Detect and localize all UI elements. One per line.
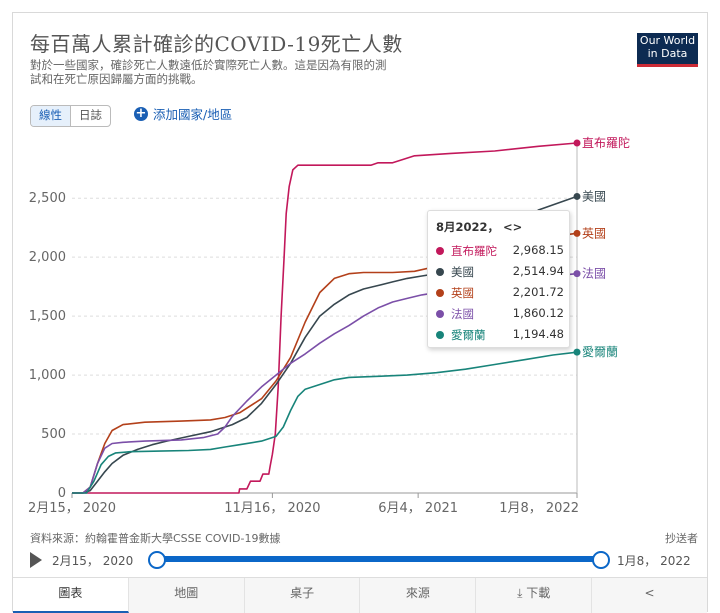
play-icon[interactable] — [30, 552, 42, 568]
tooltip-row: 美國 2,514.94 — [436, 264, 564, 280]
tooltip-dot — [436, 289, 444, 297]
x-tick-label: 1月8， 2022 — [499, 501, 579, 516]
owid-logo[interactable]: Our World in Data — [637, 33, 698, 67]
tooltip-dot — [436, 310, 444, 318]
x-tick-label: 2月15， 2020 — [28, 501, 116, 516]
tooltip-date: 8月2022， <> — [436, 220, 523, 234]
tab-table[interactable]: 桌子 — [244, 578, 361, 613]
tooltip-dot — [436, 331, 444, 339]
series-line — [72, 142, 578, 494]
line-chart: 0 500 1,000 1,500 2,000 2,500 2月15， 2020 11月16，… — [28, 135, 630, 516]
series-end-label: 法國 — [582, 267, 606, 281]
tooltip-value: 2,201.72 — [512, 285, 564, 299]
plus-icon: + — [134, 105, 148, 121]
log-scale-button[interactable]: 日誌 — [79, 108, 102, 122]
scale-toggle: 線性 日誌 — [30, 105, 111, 127]
tooltip-row: 英國 2,201.72 — [436, 285, 564, 301]
series-line — [72, 195, 578, 494]
tooltip-dot — [436, 268, 444, 276]
series-line — [72, 351, 578, 494]
series-end-point — [573, 348, 581, 356]
series-end-label: 直布羅陀 — [582, 135, 630, 150]
add-country-button[interactable]: + 添加國家/地區 — [134, 104, 232, 123]
series-line — [72, 272, 578, 494]
tooltip-dot — [436, 247, 444, 255]
series-end-point — [573, 229, 581, 237]
tab-download[interactable]: ⤓ 下載 — [476, 578, 593, 613]
tab-bar: 圖表 地圖 桌子 來源 ⤓ 下載 < — [13, 577, 707, 613]
tooltip-row: 直布羅陀 2,968.15 — [436, 243, 564, 259]
tooltip-name: 美國 — [451, 265, 474, 279]
download-icon: ⤓ — [517, 586, 527, 600]
x-tick-label: 11月16， 2020 — [224, 501, 320, 516]
y-tick-label: 2,000 — [29, 250, 66, 265]
series-end-point — [573, 270, 581, 278]
hover-tooltip: 8月2022， <> 直布羅陀 2,968.15 美國 2,514.94 英國 … — [427, 210, 570, 348]
timeline-start-handle[interactable] — [148, 551, 166, 569]
x-tick-label: 6月4， 2021 — [378, 501, 458, 516]
tab-chart[interactable]: 圖表 — [13, 578, 129, 613]
tooltip-value: 1,860.12 — [512, 306, 564, 320]
tab-sources[interactable]: 來源 — [360, 578, 477, 613]
add-country-label: 添加國家/地區 — [153, 107, 233, 122]
y-tick-label: 500 — [41, 427, 66, 442]
timeline-end-label: 1月8， 2022 — [617, 554, 691, 568]
tooltip-row: 愛爾蘭 1,194.48 — [436, 327, 564, 343]
timeline-track[interactable] — [157, 556, 601, 562]
logo-line-2: in Data — [647, 46, 688, 60]
y-tick-label: 2,500 — [29, 191, 66, 206]
series-end-point — [573, 139, 581, 147]
tooltip-name: 愛爾蘭 — [451, 328, 486, 342]
y-tick-label: 1,000 — [29, 368, 66, 383]
tooltip-value: 1,194.48 — [512, 327, 564, 341]
tab-download-label: 下載 — [526, 586, 551, 600]
linear-scale-button[interactable]: 線性 — [31, 106, 71, 126]
tooltip-row: 法國 1,860.12 — [436, 306, 564, 322]
y-tick-label: 1,500 — [29, 309, 66, 324]
chart-frame — [12, 12, 708, 612]
timeline-start-label: 2月15， 2020 — [52, 554, 134, 568]
share-icon: < — [644, 586, 655, 600]
series-end-point — [573, 192, 581, 200]
tooltip-name: 直布羅陀 — [451, 244, 497, 258]
source-note: 資料來源：約翰霍普金斯大學CSSE COVID-19數據 — [30, 532, 281, 545]
timeline-end-handle[interactable] — [592, 551, 610, 569]
tab-share[interactable]: < — [592, 578, 707, 613]
series-end-label: 英國 — [582, 226, 606, 240]
tab-map[interactable]: 地圖 — [128, 578, 245, 613]
chart-title: 每百萬人累計確診的COVID-19死亡人數 — [30, 32, 403, 56]
logo-line-1: Our World — [639, 34, 696, 47]
chart-subtitle: 對於一些國家，確診死亡人數遠低於實際死亡人數。這是因為有限的測試和在死亡原因歸屬… — [30, 58, 387, 86]
series-end-label: 美國 — [582, 189, 606, 203]
y-tick-label: 0 — [58, 486, 66, 501]
tooltip-value: 2,514.94 — [512, 264, 564, 278]
tooltip-name: 英國 — [451, 286, 474, 300]
tooltip-value: 2,968.15 — [512, 243, 564, 257]
share-link[interactable]: 抄送者 — [665, 532, 698, 545]
tooltip-name: 法國 — [451, 307, 474, 321]
series-end-label: 愛爾蘭 — [582, 345, 618, 359]
